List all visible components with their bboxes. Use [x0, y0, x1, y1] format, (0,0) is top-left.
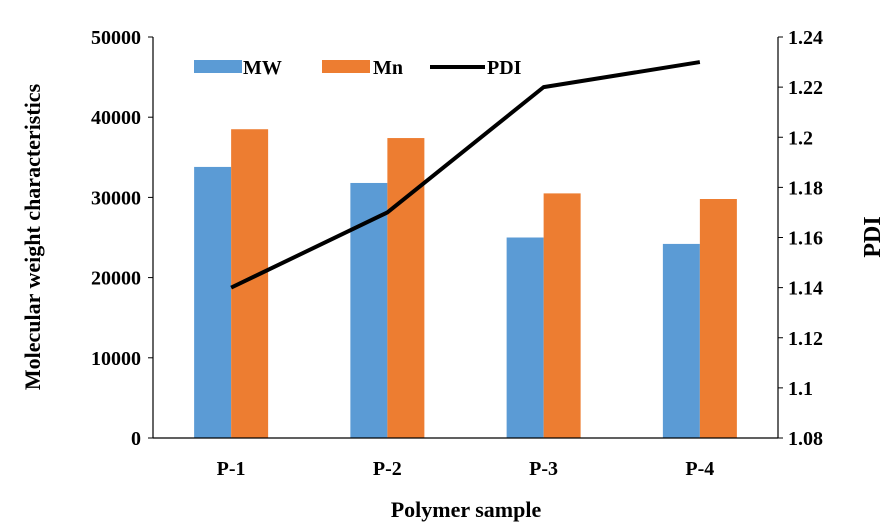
y-tick-label: 0	[131, 428, 141, 450]
y2-tick-label: 1.18	[788, 177, 823, 199]
bar-mw-p-1	[194, 166, 232, 438]
legend-label-mn: Mn	[373, 57, 403, 79]
x-tick-label: P-3	[529, 458, 558, 480]
y2-tick-label: 1.2	[788, 127, 813, 149]
legend-swatch-mn	[322, 60, 370, 73]
y2-tick-label: 1.12	[788, 328, 823, 350]
y-tick-label: 50000	[91, 27, 141, 49]
bars-layer	[194, 129, 737, 439]
x-tick-label: P-1	[217, 458, 246, 480]
x-axis-title: Polymer sample	[391, 497, 542, 522]
y-tick-label: 10000	[91, 348, 141, 370]
y2-tick-label: 1.1	[788, 378, 813, 400]
ticks-layer: 0 10000 20000 30000 40000 50000 1.08 1.1 1.12 1.1…	[91, 27, 823, 480]
y2-axis-title: PDI	[860, 216, 886, 257]
bar-mw-p-3	[506, 237, 544, 438]
y-axis-title: Molecular weight characteristics	[20, 83, 45, 390]
legend: MW Mn PDI	[194, 57, 522, 79]
y2-tick-label: 1.08	[788, 428, 823, 450]
bar-mw-p-4	[662, 243, 700, 438]
y2-tick-label: 1.22	[788, 77, 823, 99]
pdi-line	[230, 60, 701, 290]
y-tick-label: 40000	[91, 107, 141, 129]
x-tick-label: P-4	[685, 458, 714, 480]
legend-label-pdi: PDI	[487, 57, 522, 79]
bar-mn-p-3	[543, 193, 581, 438]
y-tick-label: 20000	[91, 268, 141, 290]
bar-mn-p-4	[699, 199, 737, 438]
x-tick-label: P-2	[373, 458, 402, 480]
y2-tick-label: 1.16	[788, 228, 823, 250]
bar-mn-p-2	[387, 138, 425, 438]
y-tick-label: 30000	[91, 187, 141, 209]
y2-tick-label: 1.24	[788, 27, 823, 49]
y2-tick-label: 1.14	[788, 278, 823, 300]
legend-swatch-mw	[194, 60, 242, 73]
legend-label-mw: MW	[243, 57, 282, 79]
pdi-layer	[230, 60, 701, 290]
